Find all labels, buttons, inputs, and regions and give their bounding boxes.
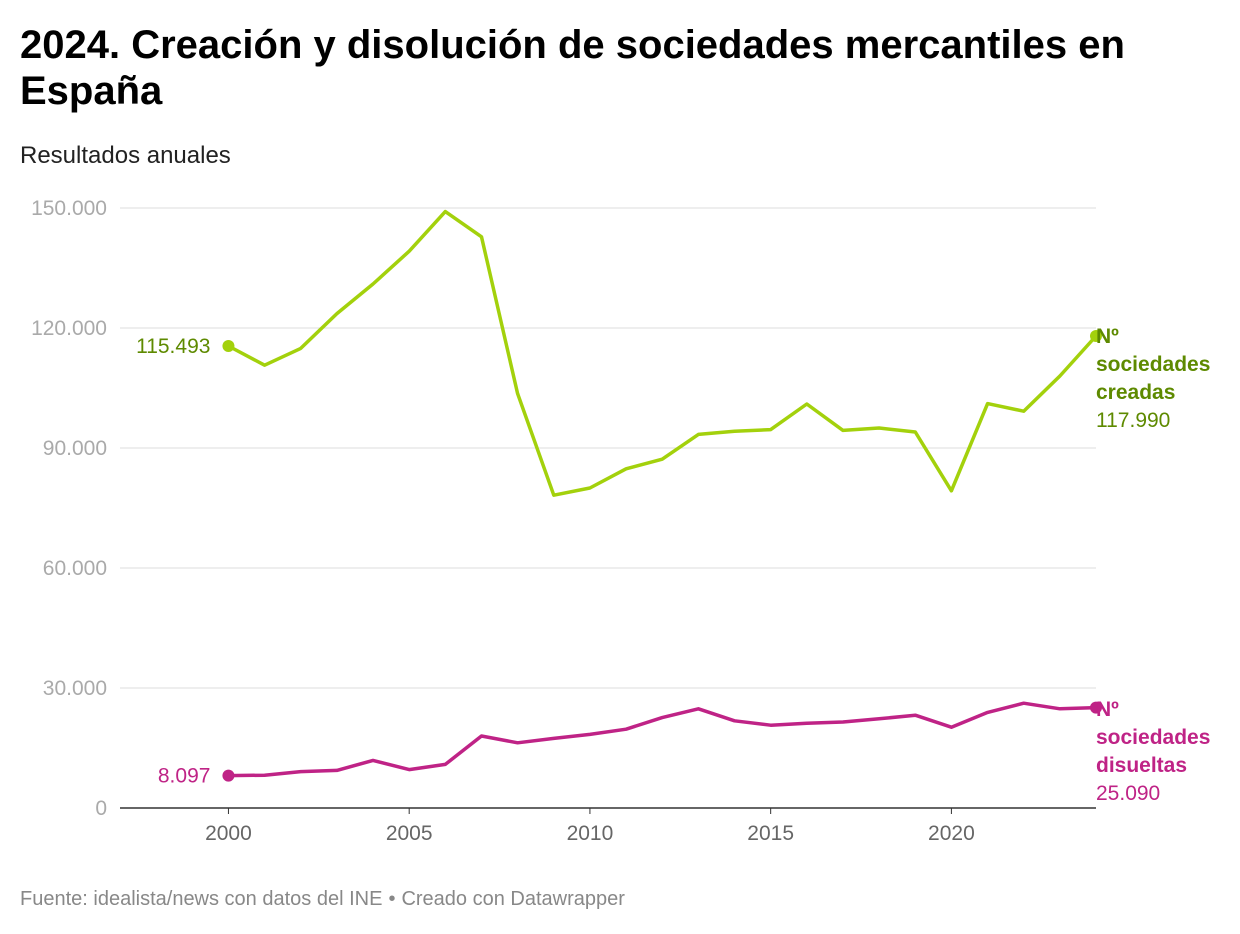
series-start-label-creadas: 115.493 xyxy=(136,335,210,358)
y-tick-label: 150.000 xyxy=(31,197,107,220)
x-tick-label: 2015 xyxy=(747,822,794,845)
series-end-point-disueltas xyxy=(1090,701,1102,714)
y-tick-label: 30.000 xyxy=(43,677,107,700)
series-layer xyxy=(222,209,1102,782)
x-tick-label: 2000 xyxy=(205,822,252,845)
series-name-label-creadas: Nº xyxy=(1096,325,1119,348)
chart-footer: Fuente: idealista/news con datos del INE… xyxy=(20,888,625,911)
series-name-label-creadas: creadas xyxy=(1096,381,1175,404)
y-tick-label: 90.000 xyxy=(43,437,107,460)
axis-layer: 0 30.000 60.000 90.000 120.000 150.000 2000 200… xyxy=(31,197,1096,845)
series-line-disueltas xyxy=(226,701,1098,778)
footer-separator: • xyxy=(388,888,396,910)
series-name-label-disueltas: disueltas xyxy=(1096,754,1187,777)
x-tick-label: 2010 xyxy=(567,822,614,845)
footer-credit: Creado con Datawrapper xyxy=(401,888,625,910)
chart-title: 2024. Creación y disolución de sociedade… xyxy=(20,23,1125,113)
grid-layer xyxy=(120,207,1096,689)
series-name-label-creadas: sociedades xyxy=(1096,353,1210,376)
series-name-label-disueltas: Nº xyxy=(1096,698,1119,721)
label-layer: 115.493 Nº sociedades creadas 117.990 8.097 Nº… xyxy=(136,325,1210,805)
x-tick-label: 2020 xyxy=(928,822,975,845)
chart-subtitle: Resultados anuales xyxy=(20,142,231,169)
x-tick-label: 2005 xyxy=(386,822,433,845)
series-start-label-disueltas: 8.097 xyxy=(158,765,211,788)
series-name-label-disueltas: sociedades xyxy=(1096,726,1210,749)
series-start-point-disueltas xyxy=(222,769,235,782)
series-line-creadas xyxy=(226,209,1098,497)
y-tick-label: 60.000 xyxy=(43,557,107,580)
y-tick-label: 0 xyxy=(95,797,107,820)
footer-source: Fuente: idealista/news con datos del INE xyxy=(20,888,383,910)
y-tick-label: 120.000 xyxy=(31,317,107,340)
series-end-label-creadas: 117.990 xyxy=(1096,409,1170,432)
series-end-label-disueltas: 25.090 xyxy=(1096,782,1160,805)
series-end-point-creadas xyxy=(1090,330,1102,343)
series-start-point-creadas xyxy=(222,340,235,353)
